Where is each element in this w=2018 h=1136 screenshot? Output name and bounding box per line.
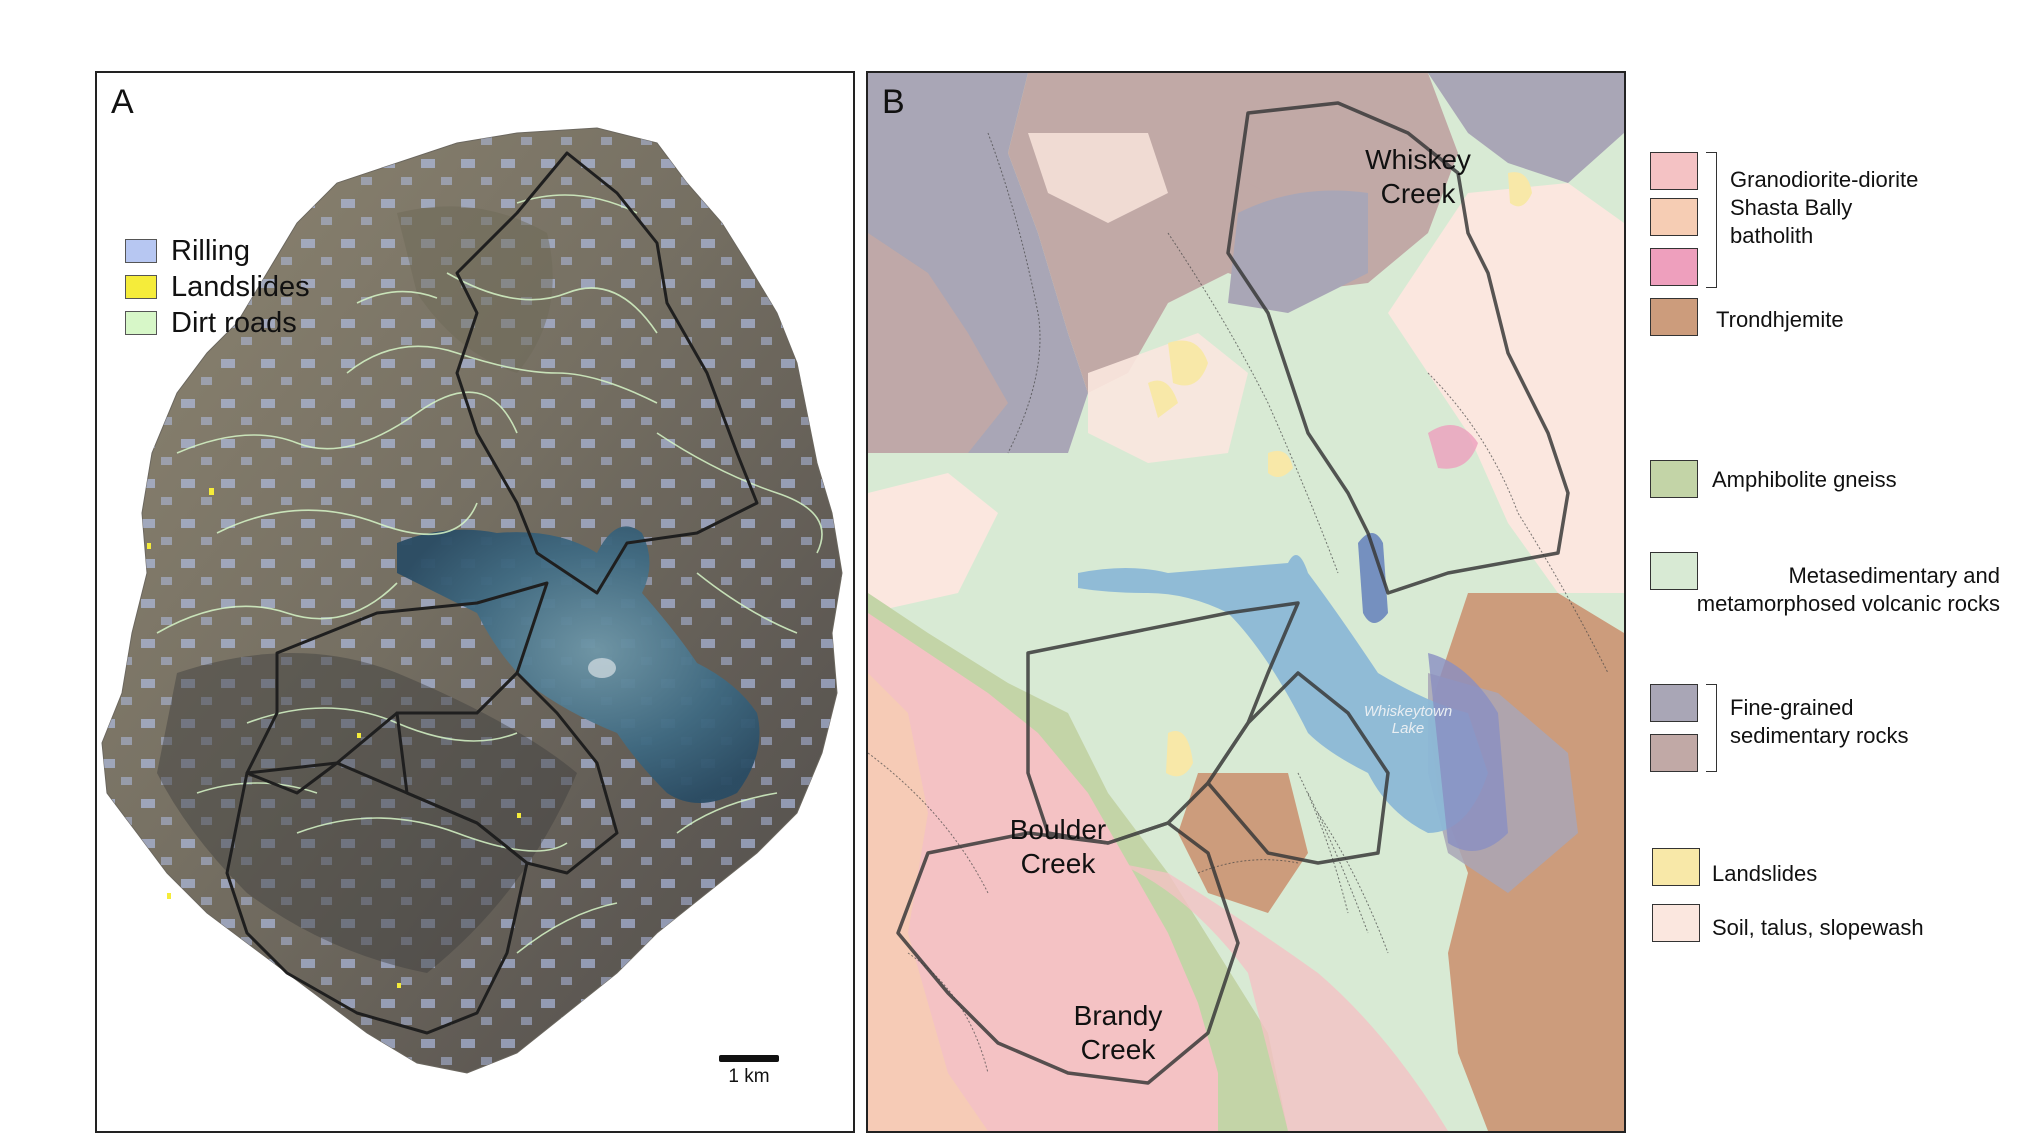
legend-item-rilling: Rilling — [125, 233, 310, 269]
scale-bar: 1 km — [717, 1055, 781, 1088]
legend-item-landslides: Landslides — [125, 269, 310, 305]
rilling-swatch — [125, 239, 157, 263]
scale-bar-label: 1 km — [728, 1066, 770, 1087]
fine-grained-label: Fine-grained sedimentary rocks — [1730, 694, 1909, 750]
boulder-creek-label: Boulder Creek — [988, 813, 1128, 881]
panel-a-legend: Rilling Landslides Dirt roads — [125, 233, 310, 341]
granodiorite-label: Granodiorite-diorite Shasta Bally bathol… — [1730, 166, 1918, 250]
granodiorite-swatch-3 — [1650, 248, 1698, 286]
fine-grained-bracket — [1706, 684, 1717, 772]
brandy-creek-label: Brandy Creek — [1048, 999, 1188, 1067]
geology-legend: Granodiorite-diorite Shasta Bally bathol… — [1640, 0, 2010, 1136]
granodiorite-swatch-2 — [1650, 198, 1698, 236]
label-text: Amphibolite gneiss — [1712, 467, 1897, 492]
landslides-swatch — [1652, 848, 1700, 886]
soil-swatch — [1652, 904, 1700, 942]
landslides-label: Landslides — [1712, 860, 1817, 888]
legend-label: Rilling — [171, 234, 250, 267]
panel-b-letter: B — [882, 83, 905, 121]
creek-name: Brandy Creek — [1073, 1000, 1163, 1065]
panel-b-geology-map: B — [866, 71, 1626, 1133]
creek-name: Whiskey Creek — [1365, 144, 1471, 209]
label-text: Metasedimentary and metamorphosed volcan… — [1696, 563, 2000, 616]
label-text: Trondhjemite — [1716, 307, 1844, 332]
lake-label: Whiskeytown Lake — [1348, 703, 1468, 737]
geology-map — [868, 73, 1624, 1131]
metasedimentary-swatch — [1650, 552, 1698, 590]
scale-bar-line — [719, 1055, 779, 1062]
label-text: Soil, talus, slopewash — [1712, 915, 1924, 940]
lake — [397, 526, 760, 803]
landslides-swatch — [125, 275, 157, 299]
granodiorite-swatch-1 — [1650, 152, 1698, 190]
panel-a-letter: A — [111, 83, 134, 121]
geology-lake — [1078, 555, 1488, 833]
amphibolite-label: Amphibolite gneiss — [1712, 466, 1897, 494]
lake-name: Whiskeytown Lake — [1363, 703, 1453, 737]
label-text: Fine-grained sedimentary rocks — [1730, 695, 1909, 748]
trondhjemite-swatch — [1650, 298, 1698, 336]
granodiorite-bracket — [1706, 152, 1717, 288]
metasedimentary-label: Metasedimentary and metamorphosed volcan… — [1660, 562, 2000, 618]
legend-label: Dirt roads — [171, 306, 297, 339]
creek-name: Boulder Creek — [1009, 814, 1107, 879]
amphibolite-swatch — [1650, 460, 1698, 498]
trondhjemite-label: Trondhjemite — [1716, 306, 1844, 334]
legend-item-dirt-roads: Dirt roads — [125, 305, 310, 341]
soil-label: Soil, talus, slopewash — [1712, 914, 1924, 942]
legend-label: Landslides — [171, 270, 310, 303]
satellite-map — [101, 127, 843, 1074]
fine-grained-swatch-1 — [1650, 684, 1698, 722]
panel-a-satellite-map: A — [95, 71, 855, 1133]
label-text: Landslides — [1712, 861, 1818, 886]
fine-grained-swatch-2 — [1650, 734, 1698, 772]
dirt-roads-swatch — [125, 311, 157, 335]
label-text: Granodiorite-diorite Shasta Bally bathol… — [1730, 167, 1919, 248]
whiskey-creek-label: Whiskey Creek — [1348, 143, 1488, 211]
